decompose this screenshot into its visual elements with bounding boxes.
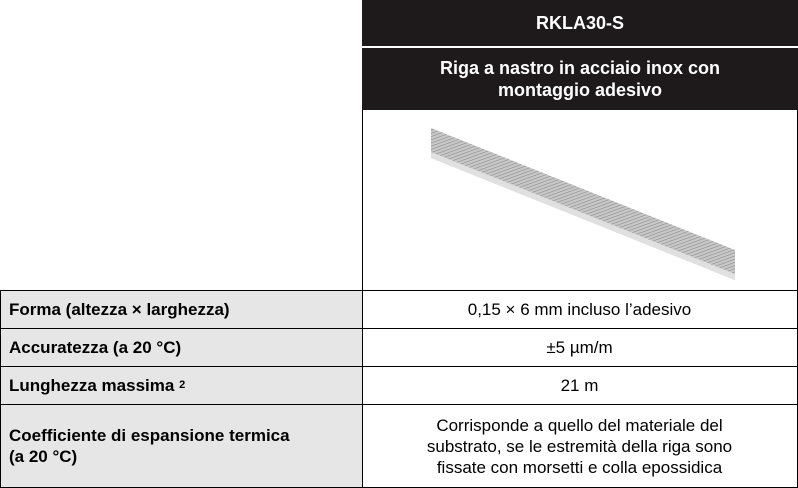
- row-value: ±5 µm/m: [362, 328, 798, 367]
- scale-tape: [431, 128, 735, 280]
- row-label: Coefficiente di espansione termica (a 20…: [0, 404, 363, 488]
- footnote-ref: 2: [179, 379, 186, 391]
- label-text: Lunghezza massima: [9, 376, 175, 395]
- row-value: 21 m: [362, 366, 798, 405]
- scale-image: [431, 128, 735, 280]
- header-subtitle: Riga a nastro in acciaio inox con montag…: [362, 48, 798, 110]
- image-cell: [362, 110, 798, 290]
- header-title: RKLA30-S: [362, 0, 798, 46]
- row-label: Lunghezza massima 2: [0, 366, 363, 405]
- row-value: Corrisponde a quello del materiale del s…: [362, 404, 798, 488]
- row-value: 0,15 × 6 mm incluso l’adesivo: [362, 290, 798, 329]
- row-label: Forma (altezza × larghezza): [0, 290, 363, 329]
- tape-edge: [431, 152, 735, 280]
- row-label: Accuratezza (a 20 °C): [0, 328, 363, 367]
